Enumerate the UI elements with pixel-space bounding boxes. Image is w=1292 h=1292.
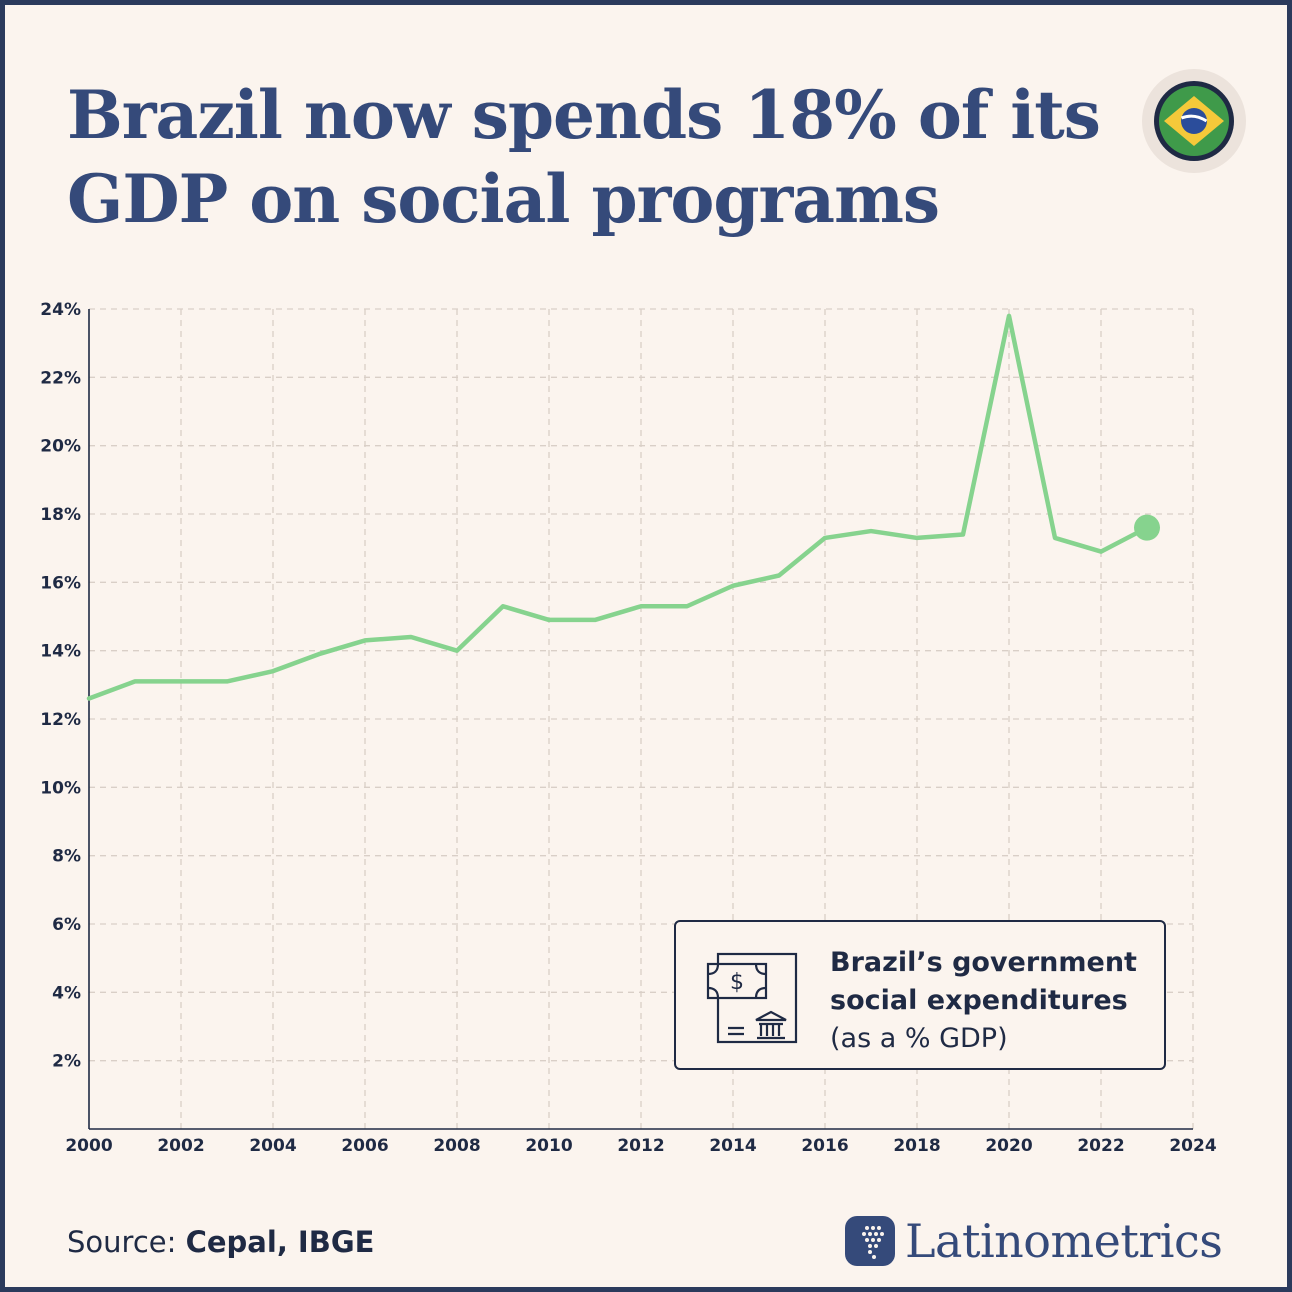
y-tick-label: 8% <box>52 847 81 867</box>
brand-logo: Latinometrics <box>845 1213 1223 1269</box>
line-chart: 2% 4% 6% 8% 10% 12% 14% 16% 18% 20% 22% 24% 2000 200… <box>40 300 1217 1156</box>
x-tick-label: 2022 <box>1077 1136 1124 1156</box>
y-tick-label: 16% <box>40 573 81 593</box>
legend-label-line3: (as a % GDP) <box>830 1023 1008 1054</box>
x-tick-label: 2008 <box>433 1136 480 1156</box>
source-value: Cepal, IBGE <box>185 1225 375 1259</box>
y-tick-label: 10% <box>40 778 81 798</box>
y-tick-label: 24% <box>40 300 81 320</box>
x-tick-label: 2014 <box>709 1136 756 1156</box>
x-tick-label: 2002 <box>157 1136 204 1156</box>
page-title: Brazil now spends 18% of its GDP on soci… <box>67 76 1101 238</box>
x-tick-label: 2024 <box>1169 1136 1216 1156</box>
y-tick-label: 6% <box>52 915 81 935</box>
y-tick-label: 4% <box>52 983 81 1003</box>
y-tick-label: 12% <box>40 710 81 730</box>
x-tick-label: 2018 <box>893 1136 940 1156</box>
source-note: Source: Cepal, IBGE <box>67 1225 374 1259</box>
legend-label-line2: social expenditures <box>830 985 1128 1016</box>
brand-name: Latinometrics <box>905 1214 1223 1268</box>
x-tick-label: 2006 <box>341 1136 388 1156</box>
x-tick-label: 2012 <box>617 1136 664 1156</box>
legend-label-line1: Brazil’s government <box>830 947 1137 978</box>
y-tick-label: 18% <box>40 505 81 525</box>
page-background: Brazil now spends 18% of its GDP on soci… <box>5 5 1287 1287</box>
x-tick-label: 2000 <box>65 1136 112 1156</box>
source-label: Source: <box>67 1225 177 1259</box>
brazil-flag-icon <box>1142 69 1246 173</box>
series-line <box>86 313 1150 701</box>
x-tick-label: 2010 <box>525 1136 572 1156</box>
series-end-point <box>1134 514 1160 541</box>
svg-text:$: $ <box>730 970 744 995</box>
y-tick-label: 22% <box>40 368 81 388</box>
legend: $ Brazil’s government social expenditure… <box>674 920 1166 1070</box>
x-tick-label: 2020 <box>985 1136 1032 1156</box>
y-tick-label: 20% <box>40 437 81 457</box>
x-tick-label: 2016 <box>801 1136 848 1156</box>
x-tick-label: 2004 <box>249 1136 296 1156</box>
latin-america-map-icon <box>845 1216 895 1266</box>
money-bank-icon: $ <box>706 952 798 1044</box>
y-tick-label: 2% <box>52 1052 81 1072</box>
y-tick-label: 14% <box>40 642 81 662</box>
